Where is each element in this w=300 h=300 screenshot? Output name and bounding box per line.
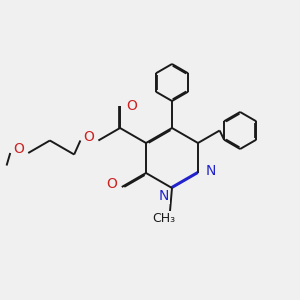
Text: O: O <box>127 99 137 113</box>
Text: N: N <box>206 164 216 178</box>
Text: O: O <box>106 177 117 191</box>
Text: N: N <box>159 189 169 203</box>
Text: CH₃: CH₃ <box>152 212 176 224</box>
Text: O: O <box>83 130 94 143</box>
Text: O: O <box>13 142 24 156</box>
